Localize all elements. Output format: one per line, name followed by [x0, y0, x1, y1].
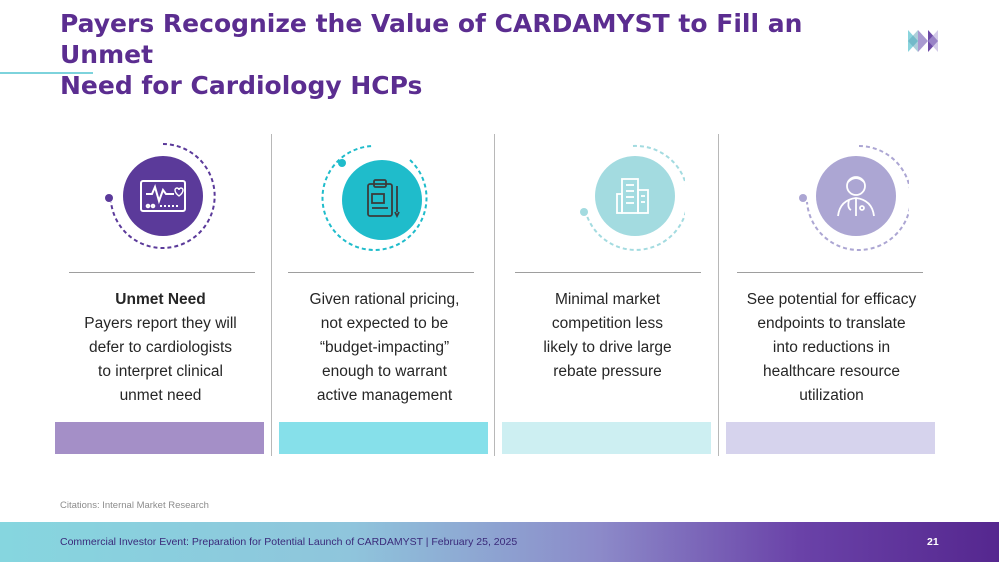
text-line: rebate pressure	[553, 363, 662, 380]
text-line: not expected to be	[320, 315, 449, 332]
text-line: into reductions in	[772, 339, 891, 356]
text-line: Payers report they will	[84, 315, 237, 332]
competition-icon-graphic	[580, 144, 685, 251]
column-text: Given rational pricing, not expected to …	[272, 288, 497, 408]
color-bar	[279, 422, 488, 454]
slide-title: Payers Recognize the Value of CARDAMYST …	[60, 8, 860, 101]
column-text: Minimal market competition less likely t…	[495, 288, 720, 384]
column-text: See potential for efficacy endpoints to …	[719, 288, 944, 408]
text-line: likely to drive large	[543, 339, 672, 356]
text-line: competition less	[551, 315, 664, 332]
efficacy-icon-graphic	[799, 145, 909, 251]
heart-monitor-icon	[140, 180, 186, 212]
column-divider-line	[515, 272, 701, 273]
citation-text: Citations: Internal Market Research	[60, 500, 209, 511]
clipboard-icon	[367, 179, 400, 219]
text-line: to interpret clinical	[98, 363, 223, 380]
footer-bar: Commercial Investor Event: Preparation f…	[0, 522, 999, 562]
page-number: 21	[927, 536, 939, 548]
text-line: See potential for efficacy	[746, 291, 917, 308]
column-divider-line	[69, 272, 255, 273]
pricing-icon-graphic	[321, 145, 428, 251]
title-line-1: Payers Recognize the Value of CARDAMYST …	[60, 9, 803, 69]
text-line: Given rational pricing,	[309, 291, 460, 308]
title-underline	[0, 72, 93, 74]
text-line: unmet need	[119, 387, 202, 404]
column-efficacy: See potential for efficacy endpoints to …	[719, 132, 944, 457]
text-line: enough to warrant	[322, 363, 447, 380]
text-line: active management	[316, 387, 453, 404]
text-line: healthcare resource	[763, 363, 900, 380]
color-bar	[502, 422, 711, 454]
text-line: “budget-impacting”	[319, 339, 450, 356]
column-unmet-need: Unmet Need Payers report they will defer…	[48, 132, 273, 457]
doctor-icon	[837, 176, 875, 217]
column-text: Unmet Need Payers report they will defer…	[48, 288, 273, 408]
text-line: endpoints to translate	[757, 315, 906, 332]
color-bar	[55, 422, 264, 454]
text-line: defer to cardiologists	[88, 339, 233, 356]
buildings-icon	[616, 178, 649, 214]
footer-text: Commercial Investor Event: Preparation f…	[60, 536, 518, 548]
color-bar	[726, 422, 935, 454]
column-separator	[494, 134, 495, 456]
text-line: utilization	[799, 387, 864, 404]
column-competition: Minimal market competition less likely t…	[495, 132, 720, 457]
column-pricing: Given rational pricing, not expected to …	[272, 132, 497, 457]
unmet-need-icon-graphic	[105, 143, 216, 249]
column-divider-line	[737, 272, 923, 273]
column-heading: Unmet Need	[115, 291, 206, 308]
text-line: Minimal market	[554, 291, 661, 308]
title-line-2: Need for Cardiology HCPs	[60, 71, 423, 100]
company-logo-icon	[908, 30, 938, 52]
column-separator	[718, 134, 719, 456]
column-divider-line	[288, 272, 474, 273]
column-separator	[271, 134, 272, 456]
